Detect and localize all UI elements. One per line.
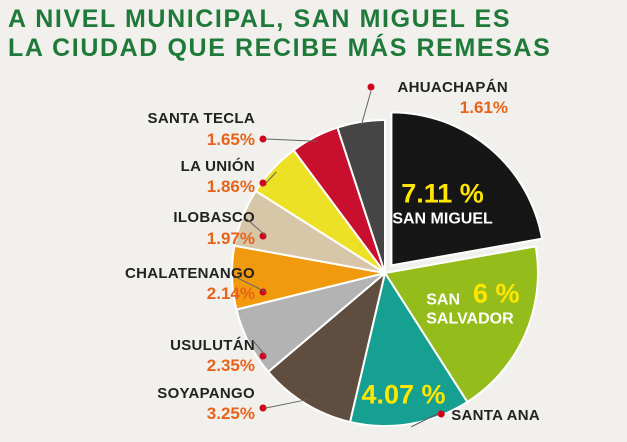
leader-dot-soyapango <box>259 404 267 412</box>
slice-label-name-usulutan: USULUTÁN <box>170 337 255 354</box>
slice-label-name-santa-tecla: SANTA TECLA <box>148 110 255 127</box>
slice-label-name-santa-ana: SANTA ANA <box>451 407 540 424</box>
slice-label-value-ahuachapan: 1.61% <box>460 98 508 117</box>
slice-label-value-san-salvador: 6 % <box>473 279 520 309</box>
leader-line-ahuachapan <box>360 90 372 126</box>
slice-label-name-la-union: LA UNIÓN <box>181 157 255 175</box>
slice-label-name-soyapango: SOYAPANGO <box>157 385 255 402</box>
slice-label-name-chalatenango: CHALATENANGO <box>125 265 255 282</box>
slice-label-value-santa-tecla: 1.65% <box>207 130 255 149</box>
chart-title-line-1: A NIVEL MUNICIPAL, SAN MIGUEL ES <box>8 5 511 33</box>
slice-san-salvador <box>383 245 539 404</box>
leader-dot-santa-ana <box>437 410 445 418</box>
leader-line-santa-tecla <box>265 138 317 142</box>
slice-ahuachapan <box>336 118 386 274</box>
slice-label-value-santa-ana: 4.07 % <box>361 380 445 410</box>
leader-dot-santa-tecla <box>259 135 267 143</box>
leader-line-santa-ana <box>410 413 438 428</box>
pie-slices <box>231 111 544 427</box>
slice-label-value-san-miguel: 7.11 % <box>401 178 484 208</box>
slice-label-name-san-salvador-1: SAN <box>426 292 460 309</box>
slice-soyapango <box>266 270 387 424</box>
slice-labels: 7.11 % SAN MIGUEL 6 % SAN SALVADOR 4.07 % SANT… <box>125 79 540 428</box>
slice-san-miguel <box>390 111 544 267</box>
leader-dot-chalatenango <box>259 288 267 296</box>
leader-line-chalatenango <box>236 277 267 293</box>
slice-label-value-soyapango: 3.25% <box>207 404 255 423</box>
leader-dot-ahuachapan <box>367 83 375 91</box>
slice-label-value-chalatenango: 2.14% <box>207 284 255 303</box>
slice-label-name-ilobasco: ILOBASCO <box>173 209 255 226</box>
leader-line-usulutan <box>252 340 267 357</box>
slice-label-name-san-salvador-2: SALVADOR <box>426 311 514 328</box>
slice-label-name-san-miguel: SAN MIGUEL <box>392 210 493 227</box>
slice-label-value-usulutan: 2.35% <box>207 356 255 375</box>
leader-line-la-union <box>265 171 277 184</box>
slice-label-name-ahuachapan: AHUACHAPÁN <box>398 79 509 96</box>
leader-dot-la-union <box>259 179 267 187</box>
leader-line-ilobasco <box>246 218 267 237</box>
slice-santa-ana <box>348 270 469 427</box>
slice-label-value-la-union: 1.86% <box>207 177 255 196</box>
slice-label-value-ilobasco: 1.97% <box>207 229 255 248</box>
chart-title-line-2: LA CIUDAD QUE RECIBE MÁS REMESAS <box>8 33 551 62</box>
leader-line-soyapango <box>265 399 308 409</box>
